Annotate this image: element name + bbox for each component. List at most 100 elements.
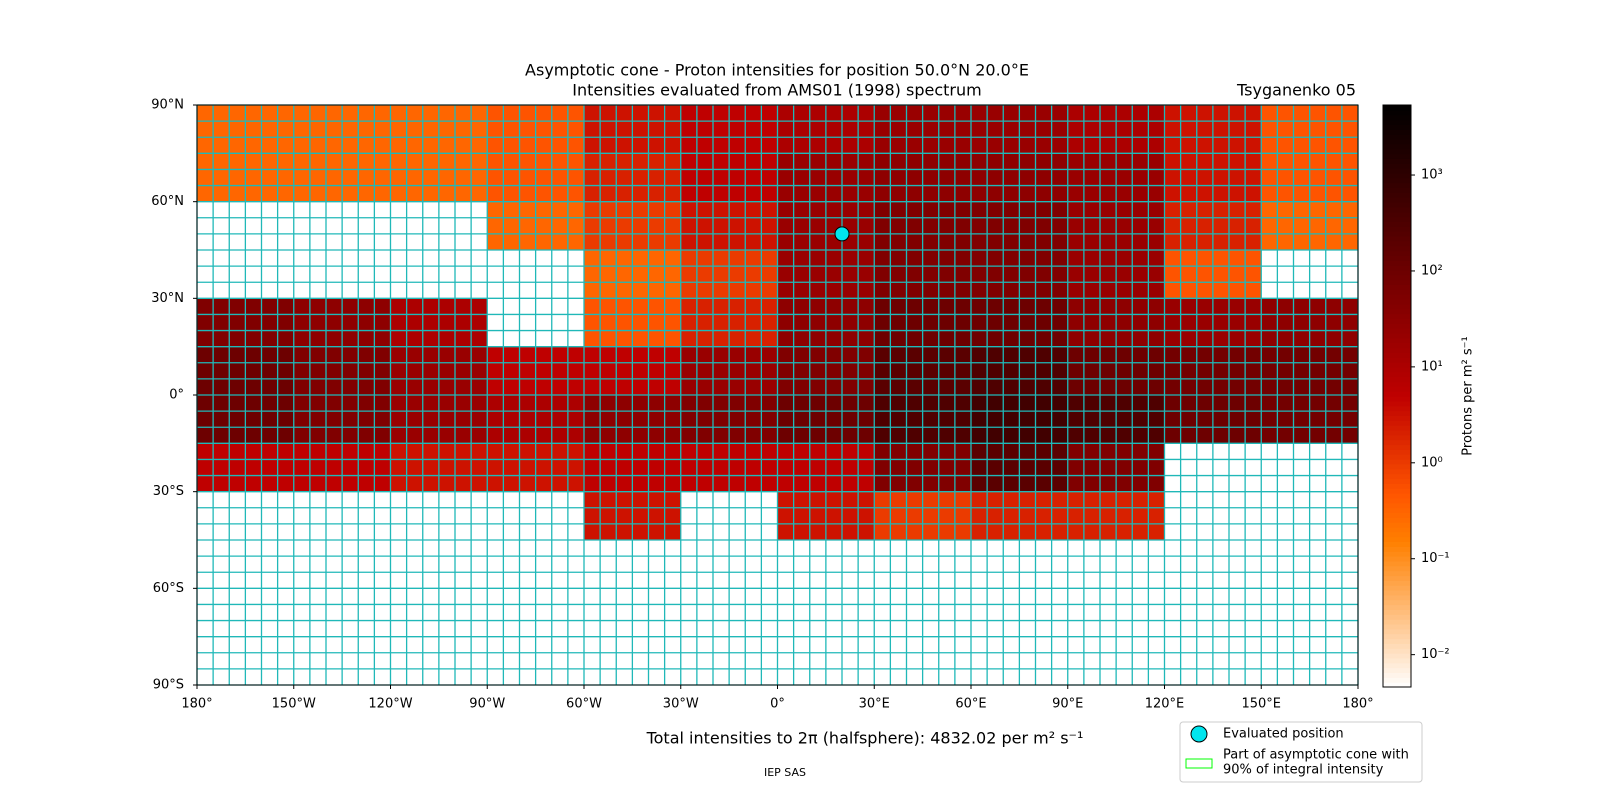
colorbar-strip [1383,197,1411,203]
colorbar-strip [1383,672,1411,678]
colorbar-strip [1383,594,1411,601]
colorbar-strip [1383,454,1411,460]
colorbar-strip [1383,517,1411,523]
colorbar-strip [1383,662,1411,669]
colorbar-strip [1383,628,1411,635]
colorbar-strip [1383,488,1411,494]
colorbar-strip [1383,313,1411,319]
colorbar-strip [1383,269,1411,276]
colorbar-strip [1383,400,1411,407]
colorbar-strip [1383,376,1411,383]
colorbar-strip [1383,250,1411,256]
colorbar-strip [1383,604,1411,610]
colorbar-strip [1383,114,1411,121]
colorbar-strip [1383,638,1411,644]
colorbar-tick-label: 10⁰ [1421,455,1443,470]
colorbar-strip [1383,153,1411,159]
colorbar-strip [1383,667,1411,674]
colorbar-strip [1383,279,1411,286]
colorbar-strip [1383,483,1411,489]
x-tick-label: 0° [770,697,785,712]
colorbar-strip [1383,211,1411,218]
colorbar-strip [1383,303,1411,310]
colorbar-strip [1383,129,1411,135]
colorbar-strip [1383,410,1411,416]
colorbar-strip [1383,614,1411,620]
x-tick-label: 180° [181,697,212,712]
colorbar-strip [1383,235,1411,242]
legend-text: Evaluated position [1223,727,1344,742]
colorbar-strip [1383,599,1411,606]
colorbar-strip [1383,289,1411,295]
colorbar-strip [1383,265,1411,271]
colorbar-strip [1383,342,1411,349]
colorbar-strip [1383,468,1411,475]
colorbar-strip [1383,226,1411,232]
colorbar-strip [1383,619,1411,625]
colorbar-strip [1383,478,1411,484]
x-tick-label: 150°E [1241,697,1281,712]
colorbar-strip [1383,284,1411,290]
colorbar-strip [1383,556,1411,562]
x-tick-label: 180° [1342,697,1373,712]
colorbar-strip [1383,366,1411,373]
colorbar-strip [1383,352,1411,358]
chart-title: Asymptotic cone - Proton intensities for… [525,61,1029,80]
colorbar-strip [1383,318,1411,324]
colorbar-label: Protons per m² s⁻¹ [1461,336,1476,455]
colorbar-strip [1383,124,1411,130]
legend-marker [1190,725,1208,743]
y-tick-label: 60°N [151,194,184,209]
colorbar-strip [1383,362,1411,368]
colorbar-strip [1383,299,1411,305]
colorbar-strip [1383,371,1411,378]
colorbar-strip [1383,192,1411,198]
y-tick-label: 30°N [151,291,184,306]
colorbar-strip [1383,536,1411,543]
colorbar-strip [1383,444,1411,450]
colorbar-strip [1383,231,1411,237]
colorbar-strip [1383,575,1411,581]
colorbar-strip [1383,429,1411,436]
colorbar-strip [1383,677,1411,683]
colorbar-strip [1383,216,1411,222]
colorbar-strip [1383,551,1411,557]
legend-swatch [1185,758,1213,769]
x-tick-label: 90°E [1052,697,1083,712]
colorbar-strip [1383,260,1411,266]
colorbar-strip [1383,357,1411,363]
colorbar-strip [1383,512,1411,518]
colorbar-strip [1383,497,1411,504]
x-tick-label: 120°W [368,697,412,712]
colorbar-strip [1383,493,1411,499]
colorbar-strip [1383,255,1411,261]
colorbar-strip [1383,420,1411,426]
x-tick-label: 60°W [566,697,602,712]
colorbar-strip [1383,168,1411,174]
colorbar-strip [1383,405,1411,412]
credit: IEP SAS [764,766,806,779]
x-tick-label: 60°E [955,697,986,712]
x-tick-label: 90°W [469,697,505,712]
colorbar-strip [1383,526,1411,533]
colorbar-strip [1383,119,1411,125]
y-tick-label: 60°S [153,581,184,596]
colorbar-tick-label: 10¹ [1421,359,1443,374]
x-tick-label: 120°E [1145,697,1185,712]
colorbar-tick-label: 10⁻² [1421,647,1450,662]
colorbar-strip [1383,221,1411,227]
colorbar-strip [1383,240,1411,247]
colorbar-strip [1383,585,1411,591]
colorbar-strip [1383,541,1411,547]
colorbar-strip [1383,502,1411,509]
colorbar-strip [1383,138,1411,145]
colorbar-strip [1383,148,1411,155]
colorbar-strip [1383,682,1411,688]
colorbar-strip [1383,158,1411,164]
x-tick-label: 30°E [859,697,890,712]
colorbar-strip [1383,347,1411,353]
colorbar-strip [1383,337,1411,344]
colorbar-frame [1382,104,1412,688]
colorbar-strip [1383,565,1411,572]
